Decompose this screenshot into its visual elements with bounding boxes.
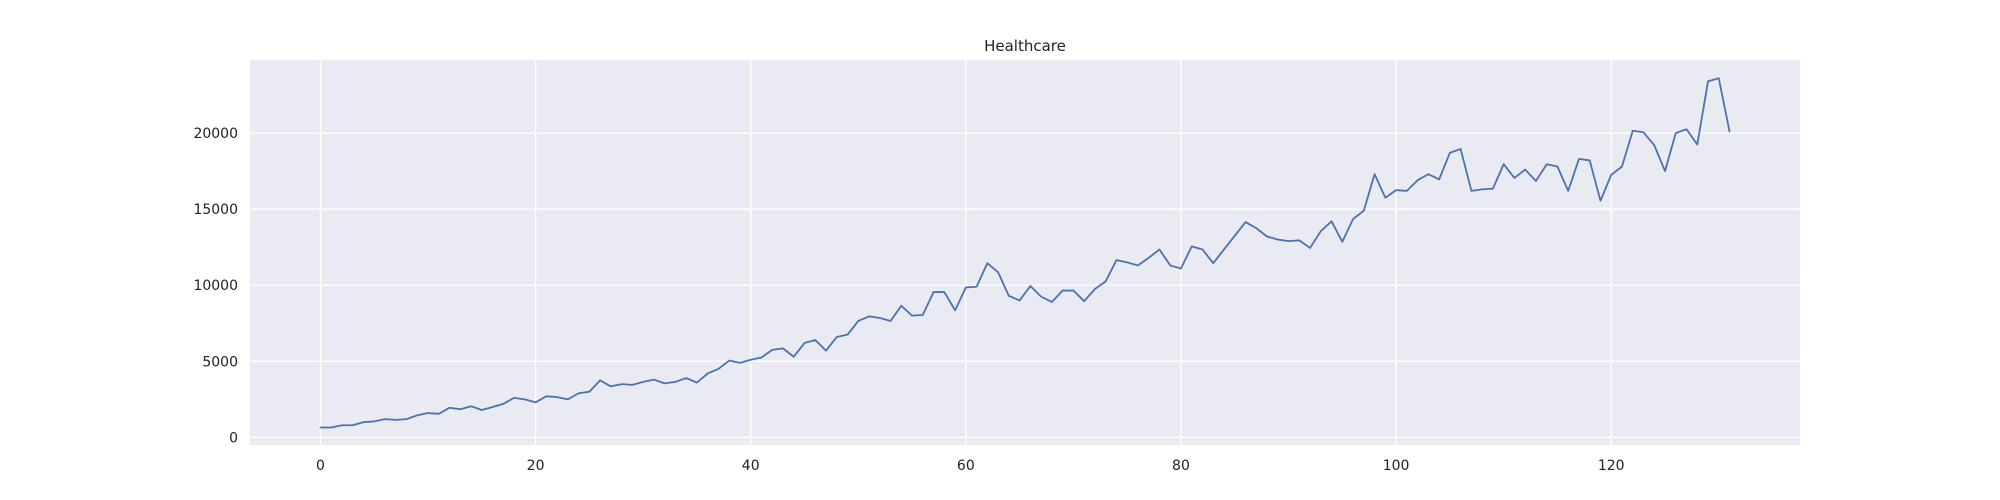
series-line bbox=[319, 77, 1731, 429]
x-tick-label: 120 bbox=[1598, 458, 1625, 474]
y-tick-label: 20000 bbox=[193, 126, 238, 142]
y-tick-label: 0 bbox=[229, 430, 238, 446]
y-tick-label: 5000 bbox=[202, 354, 238, 370]
plot-area bbox=[250, 60, 1800, 445]
x-tick-label: 100 bbox=[1383, 458, 1410, 474]
x-tick-label: 20 bbox=[527, 458, 545, 474]
x-tick-labels: 0 20 40 60 80 100 120 bbox=[316, 458, 1625, 474]
x-tick-label: 80 bbox=[1172, 458, 1190, 474]
chart-title: Healthcare bbox=[984, 37, 1066, 55]
y-tick-label: 15000 bbox=[193, 202, 238, 218]
grid-lines bbox=[250, 60, 1800, 445]
x-tick-label: 0 bbox=[316, 458, 325, 474]
y-tick-labels: 0 5000 10000 15000 20000 bbox=[193, 126, 238, 446]
x-tick-label: 60 bbox=[957, 458, 975, 474]
x-tick-label: 40 bbox=[742, 458, 760, 474]
series-layer bbox=[319, 77, 1731, 429]
y-tick-label: 10000 bbox=[193, 278, 238, 294]
